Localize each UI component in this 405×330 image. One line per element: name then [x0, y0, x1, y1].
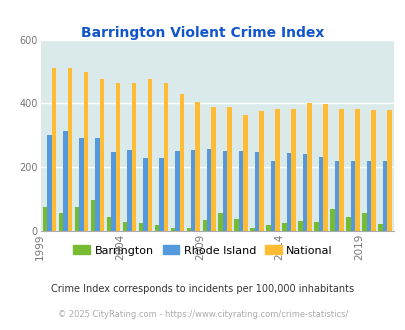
Bar: [154, 225, 159, 231]
Bar: [100, 80, 104, 231]
Bar: [345, 216, 350, 231]
Bar: [175, 150, 179, 231]
Bar: [147, 80, 152, 231]
Bar: [275, 109, 279, 231]
Bar: [290, 109, 295, 231]
Bar: [138, 223, 143, 231]
Text: Crime Index corresponds to incidents per 100,000 inhabitants: Crime Index corresponds to incidents per…: [51, 284, 354, 294]
Bar: [281, 223, 286, 231]
Bar: [43, 207, 47, 231]
Bar: [386, 110, 390, 231]
Bar: [218, 214, 222, 231]
Bar: [122, 222, 127, 231]
Bar: [63, 130, 68, 231]
Bar: [131, 82, 136, 231]
Bar: [259, 112, 263, 231]
Legend: Barrington, Rhode Island, National: Barrington, Rhode Island, National: [69, 241, 336, 260]
Bar: [159, 158, 163, 231]
Bar: [143, 158, 147, 231]
Bar: [222, 151, 227, 231]
Bar: [302, 154, 307, 231]
Bar: [170, 228, 175, 231]
Bar: [90, 200, 95, 231]
Bar: [95, 139, 100, 231]
Bar: [350, 161, 354, 231]
Bar: [107, 216, 111, 231]
Bar: [186, 228, 190, 231]
Bar: [382, 161, 386, 231]
Bar: [370, 110, 375, 231]
Bar: [127, 150, 131, 231]
Bar: [238, 150, 243, 231]
Bar: [338, 109, 343, 231]
Bar: [286, 153, 290, 231]
Bar: [227, 107, 231, 231]
Bar: [322, 104, 327, 231]
Bar: [211, 107, 215, 231]
Bar: [270, 161, 275, 231]
Bar: [266, 225, 270, 231]
Bar: [334, 161, 338, 231]
Bar: [83, 72, 88, 231]
Bar: [195, 102, 200, 231]
Bar: [243, 115, 247, 231]
Bar: [234, 219, 238, 231]
Bar: [298, 221, 302, 231]
Bar: [318, 157, 322, 231]
Bar: [179, 94, 183, 231]
Bar: [354, 109, 359, 231]
Bar: [202, 220, 207, 231]
Bar: [329, 209, 334, 231]
Text: Barrington Violent Crime Index: Barrington Violent Crime Index: [81, 26, 324, 40]
Bar: [366, 161, 370, 231]
Bar: [115, 82, 120, 231]
Bar: [207, 149, 211, 231]
Bar: [190, 150, 195, 231]
Bar: [307, 103, 311, 231]
Bar: [59, 214, 63, 231]
Bar: [68, 68, 72, 231]
Text: © 2025 CityRating.com - https://www.cityrating.com/crime-statistics/: © 2025 CityRating.com - https://www.city…: [58, 310, 347, 319]
Bar: [75, 207, 79, 231]
Bar: [250, 228, 254, 231]
Bar: [377, 224, 382, 231]
Bar: [47, 135, 52, 231]
Bar: [254, 152, 259, 231]
Bar: [163, 82, 168, 231]
Bar: [52, 68, 56, 231]
Bar: [313, 222, 318, 231]
Bar: [361, 214, 366, 231]
Bar: [111, 152, 115, 231]
Bar: [79, 139, 83, 231]
